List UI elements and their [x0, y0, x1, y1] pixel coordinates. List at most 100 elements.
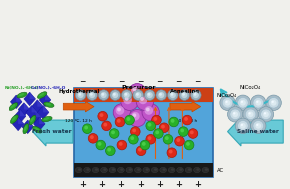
Ellipse shape: [196, 168, 200, 171]
Circle shape: [153, 117, 157, 121]
Circle shape: [258, 107, 274, 122]
Circle shape: [117, 140, 127, 150]
Circle shape: [113, 93, 116, 96]
Circle shape: [159, 93, 162, 96]
Ellipse shape: [29, 115, 36, 125]
Circle shape: [169, 150, 173, 153]
Circle shape: [188, 129, 198, 138]
Ellipse shape: [117, 167, 124, 173]
Ellipse shape: [92, 167, 99, 173]
Ellipse shape: [188, 168, 191, 171]
Circle shape: [101, 92, 107, 98]
Ellipse shape: [19, 93, 24, 96]
Ellipse shape: [32, 126, 42, 133]
Circle shape: [256, 101, 258, 103]
Circle shape: [175, 136, 184, 146]
Circle shape: [130, 127, 140, 136]
Circle shape: [163, 135, 173, 144]
Text: −: −: [137, 77, 143, 86]
Circle shape: [144, 90, 155, 100]
Circle shape: [179, 90, 190, 100]
Circle shape: [119, 142, 123, 146]
Ellipse shape: [168, 167, 175, 173]
Circle shape: [245, 109, 256, 120]
Polygon shape: [24, 103, 30, 109]
Circle shape: [128, 109, 146, 127]
Polygon shape: [32, 100, 43, 113]
Ellipse shape: [44, 102, 54, 107]
Circle shape: [165, 136, 169, 140]
Circle shape: [142, 142, 146, 146]
Circle shape: [255, 100, 261, 106]
Ellipse shape: [179, 168, 183, 171]
Circle shape: [111, 130, 115, 134]
Circle shape: [82, 124, 92, 133]
Text: Co(NO₃)₂·6H₂O: Co(NO₃)₂·6H₂O: [31, 85, 67, 89]
Circle shape: [106, 146, 115, 156]
Circle shape: [116, 106, 124, 115]
Text: +: +: [156, 180, 163, 189]
Ellipse shape: [78, 168, 81, 171]
Circle shape: [131, 112, 140, 121]
Circle shape: [84, 126, 88, 129]
Circle shape: [248, 112, 253, 117]
Polygon shape: [35, 110, 41, 117]
Text: 120 ℃, 12 h: 120 ℃, 12 h: [65, 119, 92, 123]
Circle shape: [78, 93, 81, 96]
Circle shape: [256, 124, 258, 126]
Polygon shape: [28, 120, 34, 127]
Circle shape: [109, 129, 119, 138]
Circle shape: [220, 95, 235, 110]
Circle shape: [107, 148, 111, 152]
Polygon shape: [34, 117, 45, 131]
Circle shape: [249, 112, 251, 115]
Circle shape: [271, 101, 274, 103]
Circle shape: [123, 96, 132, 104]
Circle shape: [268, 98, 279, 108]
Text: Saline water: Saline water: [237, 129, 279, 134]
FancyArrowPatch shape: [221, 90, 273, 107]
Polygon shape: [43, 106, 49, 112]
Text: +: +: [79, 180, 86, 189]
Circle shape: [161, 125, 165, 129]
FancyArrow shape: [32, 117, 73, 146]
Ellipse shape: [44, 117, 49, 120]
Ellipse shape: [135, 167, 141, 173]
Ellipse shape: [162, 168, 166, 171]
Polygon shape: [24, 92, 35, 106]
FancyBboxPatch shape: [75, 103, 212, 163]
Circle shape: [225, 100, 231, 106]
Circle shape: [182, 115, 192, 125]
Ellipse shape: [75, 167, 82, 173]
Circle shape: [186, 142, 190, 146]
Circle shape: [238, 98, 248, 108]
Circle shape: [125, 97, 128, 101]
Ellipse shape: [120, 168, 124, 171]
Circle shape: [87, 90, 97, 100]
Circle shape: [263, 112, 269, 117]
Ellipse shape: [17, 92, 27, 98]
Ellipse shape: [143, 167, 150, 173]
Polygon shape: [22, 120, 34, 133]
Circle shape: [136, 146, 146, 156]
Circle shape: [147, 92, 153, 98]
Ellipse shape: [205, 168, 208, 171]
Circle shape: [238, 121, 248, 131]
Circle shape: [243, 107, 258, 122]
Text: −: −: [99, 77, 105, 86]
Ellipse shape: [95, 168, 98, 171]
Circle shape: [133, 87, 136, 91]
Circle shape: [251, 118, 266, 133]
Circle shape: [126, 117, 130, 121]
Ellipse shape: [129, 168, 132, 171]
Polygon shape: [37, 106, 49, 119]
Circle shape: [240, 123, 246, 129]
Circle shape: [253, 121, 264, 131]
Circle shape: [90, 93, 93, 96]
Text: −: −: [79, 77, 86, 86]
Polygon shape: [37, 100, 43, 107]
Circle shape: [112, 92, 118, 98]
Ellipse shape: [24, 125, 27, 131]
Circle shape: [98, 112, 108, 121]
Circle shape: [104, 123, 107, 127]
